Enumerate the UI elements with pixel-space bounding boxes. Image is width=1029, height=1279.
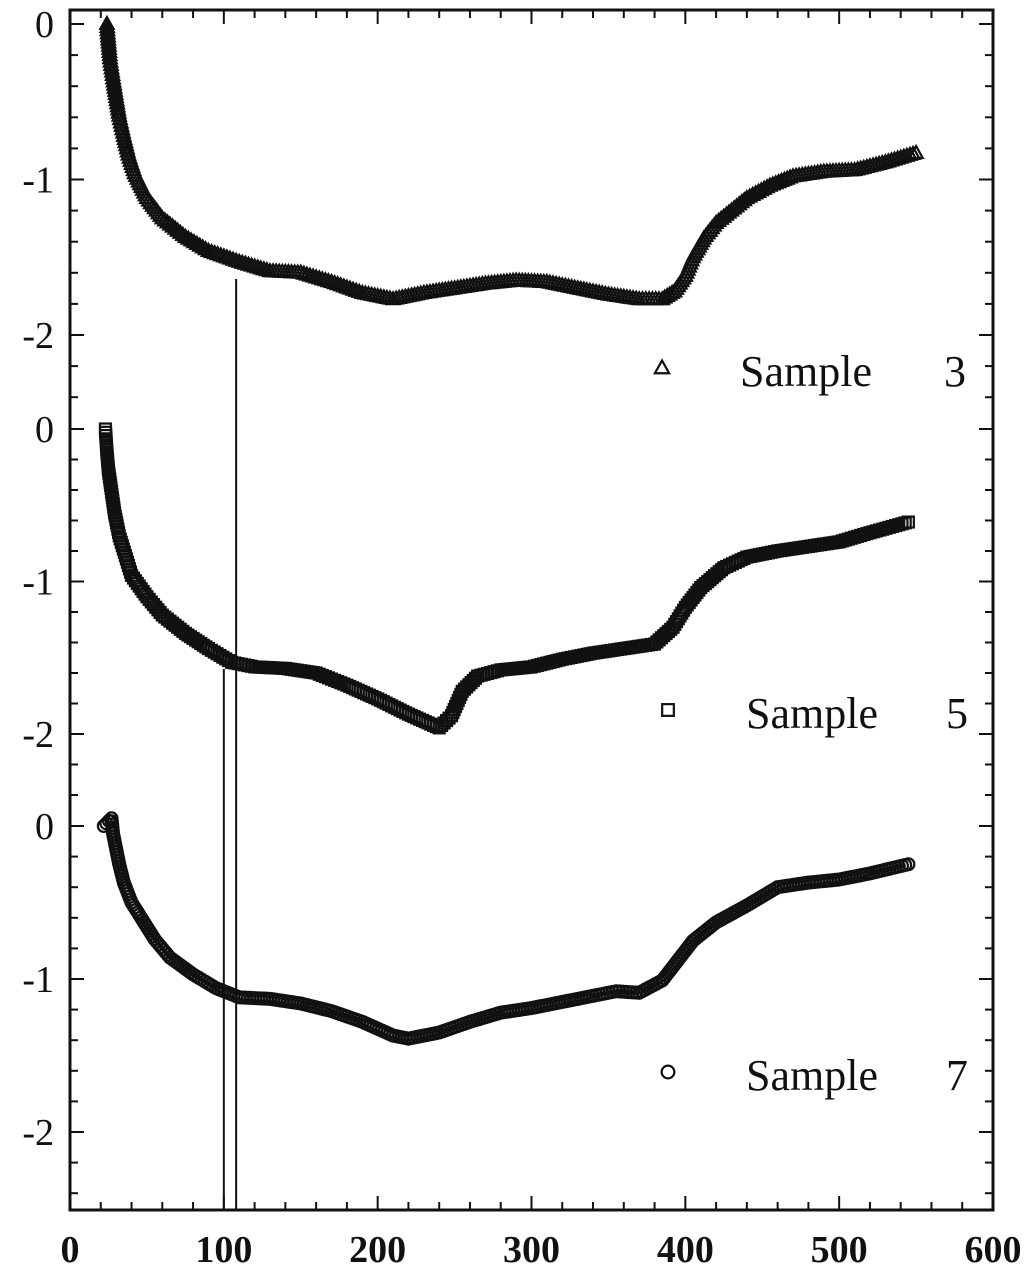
x-tick-label: 300 bbox=[503, 1229, 560, 1271]
legend-number: 5 bbox=[946, 689, 968, 738]
legend: Sample 7 bbox=[660, 1051, 968, 1100]
series-square bbox=[98, 422, 915, 735]
legend-number: 7 bbox=[946, 1051, 968, 1100]
legend-label: Sample bbox=[746, 1051, 878, 1100]
sample3-panel: 0 -1 -2 Sample 3 bbox=[22, 4, 993, 399]
legend-number: 3 bbox=[944, 347, 966, 396]
data-point bbox=[907, 143, 925, 160]
y-tick-label: -1 bbox=[22, 562, 54, 604]
series-circle bbox=[96, 811, 916, 1046]
plot-frame bbox=[68, 8, 995, 1212]
legend-marker-triangle bbox=[653, 358, 671, 375]
y-tick-label: -1 bbox=[22, 959, 54, 1001]
series-triangle bbox=[98, 14, 925, 306]
legend-marker-square bbox=[661, 703, 675, 717]
y-tick-label: -2 bbox=[22, 714, 54, 756]
x-tick-label: 600 bbox=[965, 1229, 1022, 1271]
sample5-panel: 0 -1 -2 Sample 5 bbox=[22, 409, 993, 796]
y-tick-label: 0 bbox=[35, 806, 54, 848]
x-tick-label: 200 bbox=[349, 1229, 406, 1271]
data-point bbox=[901, 515, 915, 529]
y-tick-label: 0 bbox=[35, 4, 54, 46]
data-point bbox=[901, 857, 916, 872]
legend-label: Sample bbox=[740, 347, 872, 396]
y-tick-label: -1 bbox=[22, 160, 54, 202]
x-axis: 0 100 200 300 400 500 600 bbox=[61, 10, 1022, 1271]
legend-label: Sample bbox=[746, 689, 878, 738]
y-tick-label: -2 bbox=[22, 1112, 54, 1154]
x-tick-label: 500 bbox=[811, 1229, 868, 1271]
legend-marker-circle bbox=[660, 1064, 676, 1080]
legend: Sample 3 bbox=[653, 347, 966, 396]
x-tick-label: 100 bbox=[195, 1229, 252, 1271]
sample7-panel: 0 -1 -2 Sample 7 bbox=[22, 806, 993, 1195]
y-tick-label: -2 bbox=[22, 315, 54, 357]
x-tick-label: 400 bbox=[657, 1229, 714, 1271]
x-tick-label: 0 bbox=[61, 1229, 80, 1271]
data-point bbox=[658, 286, 676, 303]
legend: Sample 5 bbox=[661, 689, 968, 738]
y-tick-label: 0 bbox=[35, 409, 54, 451]
